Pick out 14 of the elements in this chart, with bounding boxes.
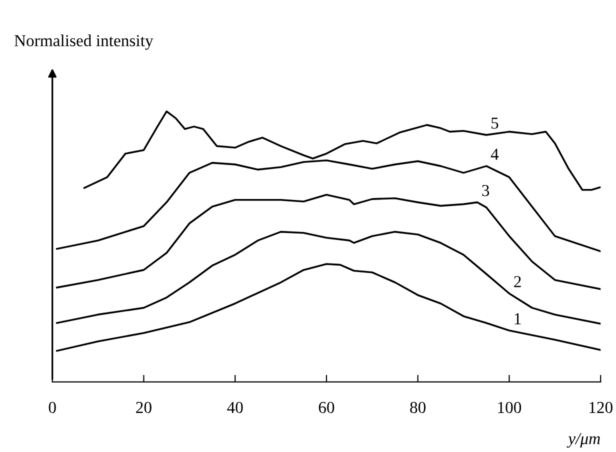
series-label: 1 (514, 313, 521, 324)
x-axis-title: y/μm (566, 433, 600, 448)
x-tick-label: 40 (227, 402, 243, 414)
x-tick-label: 120 (590, 402, 612, 414)
x-tick-label: 100 (498, 402, 522, 414)
series-label: 5 (492, 118, 498, 129)
x-tick-label: 0 (48, 402, 56, 414)
series-label: 2 (514, 276, 521, 288)
series-label: 4 (490, 148, 499, 160)
x-tick-label: 80 (410, 402, 426, 414)
series-label: 3 (482, 184, 490, 196)
x-tick-label: 20 (136, 402, 152, 414)
y-axis-title: Normalised intensity (14, 34, 154, 50)
x-tick-label: 60 (318, 402, 334, 414)
